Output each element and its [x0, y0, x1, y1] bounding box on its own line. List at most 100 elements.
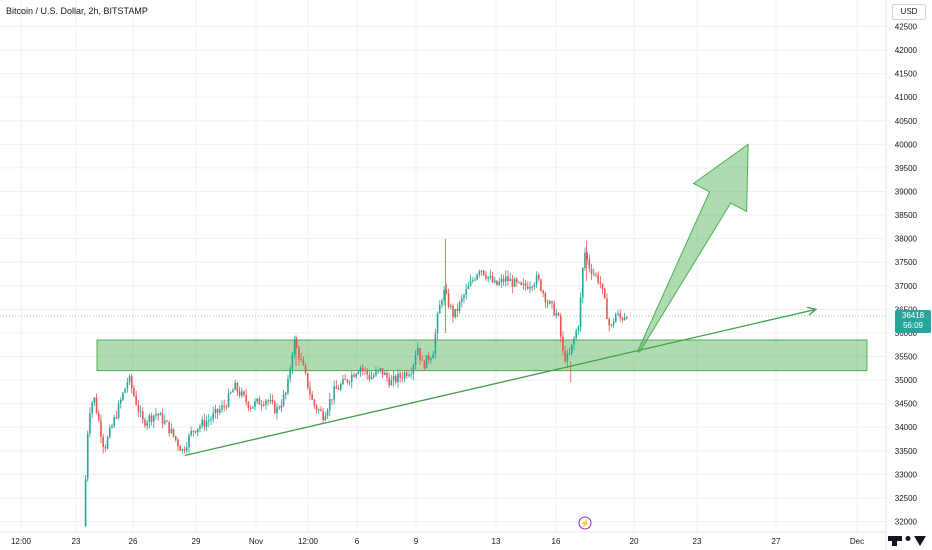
candle-body	[271, 399, 274, 402]
candle-body	[320, 409, 322, 412]
price-tick-label: 39500	[895, 164, 918, 173]
price-tick-label: 35000	[895, 376, 918, 385]
projection-arrow[interactable]	[637, 143, 749, 353]
candle-body	[452, 305, 454, 318]
candle-body	[500, 278, 503, 282]
candle-body	[210, 418, 212, 421]
candle-body	[579, 297, 582, 328]
time-tick-label: 12:00	[11, 537, 32, 546]
candle-body	[350, 374, 353, 383]
candle-body	[584, 252, 586, 268]
candle-body	[311, 394, 313, 400]
candle-body	[313, 399, 316, 406]
candle-body	[240, 391, 243, 396]
candle-body	[388, 377, 390, 386]
candle-body	[91, 402, 93, 414]
candle-body	[86, 433, 89, 479]
candle-body	[322, 411, 324, 421]
time-tick-label: 20	[630, 537, 639, 546]
candle-body	[212, 413, 214, 419]
candle-body	[397, 373, 399, 383]
candle-body	[262, 404, 265, 406]
candle-body	[269, 399, 272, 402]
candle-body	[447, 293, 450, 307]
candle-body	[201, 419, 203, 426]
time-tick-label: 6	[355, 537, 360, 546]
candle-body	[366, 369, 368, 375]
price-tick-label: 32500	[895, 494, 918, 503]
candle-body	[355, 373, 357, 377]
candle-body	[621, 317, 624, 320]
candle-body	[190, 430, 192, 436]
candle-body	[419, 347, 421, 360]
candle-body	[122, 392, 124, 400]
candle-body	[540, 279, 542, 292]
candle-body	[480, 270, 483, 272]
candle-body	[441, 300, 443, 305]
candle-body	[95, 397, 98, 414]
time-tick-label: 9	[414, 537, 419, 546]
candle-body	[243, 391, 245, 395]
tradingview-logo-icon[interactable]	[888, 535, 926, 547]
candle-body	[289, 368, 291, 379]
price-tick-label: 41500	[895, 70, 918, 79]
candle-body	[284, 392, 287, 395]
candle-body	[515, 278, 518, 283]
candle-body	[155, 413, 157, 416]
candle-body	[361, 367, 364, 370]
candle-body	[339, 384, 342, 390]
candle-body	[152, 415, 155, 422]
candle-body	[469, 280, 472, 286]
candle-body	[293, 339, 296, 355]
time-tick-label: 16	[552, 537, 561, 546]
candle-body	[496, 280, 498, 285]
candle-body	[610, 324, 613, 326]
candle-body	[597, 274, 599, 283]
candle-body	[518, 282, 520, 284]
candle-body	[238, 391, 241, 396]
currency-button[interactable]: USD	[892, 4, 926, 20]
candle-body	[260, 404, 263, 406]
price-tick-label: 38000	[895, 235, 918, 244]
candle-body	[344, 378, 346, 380]
candle-body	[614, 314, 617, 323]
candle-body	[335, 386, 338, 389]
candle-body	[364, 369, 366, 371]
candle-body	[287, 378, 289, 393]
candle-body	[581, 267, 584, 298]
candle-body	[577, 327, 580, 331]
candle-body	[157, 413, 159, 416]
candle-body	[485, 274, 487, 279]
candle-body	[399, 373, 401, 378]
event-marker-icon[interactable]: ⚡	[578, 516, 592, 530]
candle-body	[139, 411, 142, 413]
symbol-title[interactable]: Bitcoin / U.S. Dollar, 2h, BITSTAMP	[6, 6, 148, 16]
candle-body	[608, 319, 610, 326]
candle-body	[370, 377, 373, 380]
candle-body	[443, 289, 445, 301]
price-axis: 32000 32500 33000 33500 34000 34500 35000 35500…	[895, 23, 918, 527]
trendline-layer	[184, 306, 818, 457]
candle-body	[487, 276, 489, 279]
candle-body	[254, 401, 256, 407]
candle-body	[258, 398, 261, 405]
candle-body	[430, 358, 432, 361]
price-tick-label: 34000	[895, 423, 918, 432]
support-zone-layer	[96, 339, 868, 372]
candle-body	[548, 301, 551, 304]
candle-body	[502, 278, 505, 282]
candle-body	[280, 405, 283, 409]
candle-body	[478, 271, 481, 275]
candle-body	[456, 308, 459, 312]
candle-body	[111, 425, 113, 428]
candle-body	[291, 354, 294, 369]
candle-body	[592, 273, 595, 275]
time-axis: 12:00 23 26 29 Nov 12:00 6 9 13 16 20 23 27 Dec	[11, 537, 864, 546]
candle-body	[458, 301, 461, 312]
candle-body	[104, 447, 107, 449]
price-tick-label: 33000	[895, 470, 918, 479]
candle-body	[302, 359, 305, 366]
time-tick-label: 26	[129, 537, 138, 546]
support-zone	[96, 339, 868, 372]
